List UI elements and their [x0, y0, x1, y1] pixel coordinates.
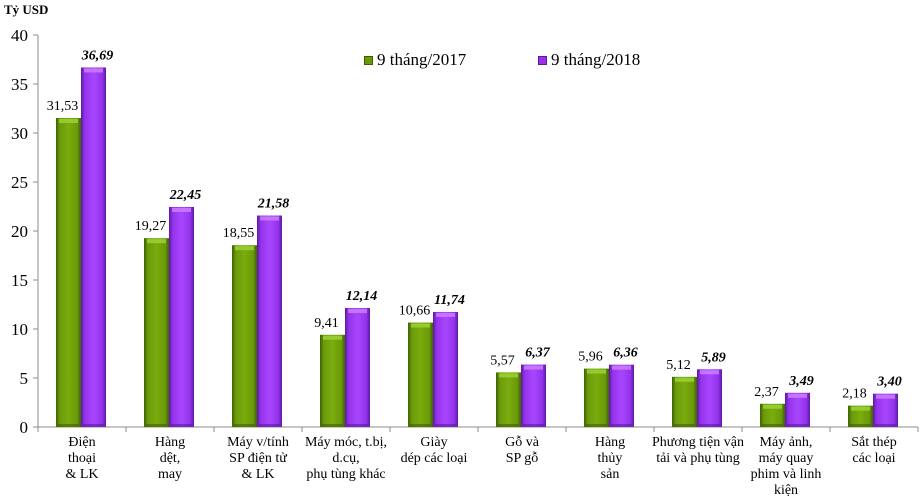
x-category-label: Gỗ và SP gỗ	[505, 435, 540, 466]
x-category-label: Máy v/tính SP điện tử & LK	[227, 435, 289, 482]
data-label: 3,49	[788, 374, 814, 389]
data-label: 11,74	[434, 293, 465, 308]
x-category-label: Máy ảnh, máy quay phim và linh kiện	[751, 435, 822, 498]
legend-item-2017: 9 tháng/2017	[364, 50, 466, 70]
legend-label-2017: 9 tháng/2017	[377, 50, 467, 69]
bar-2017	[232, 245, 257, 427]
data-label: 5,57	[490, 353, 515, 368]
data-label: 2,18	[842, 387, 867, 402]
bar-2018	[697, 369, 722, 427]
y-tick-label: 20	[11, 222, 28, 241]
data-label: 5,96	[578, 350, 603, 365]
data-label: 6,36	[613, 346, 638, 361]
bar-2018	[81, 67, 106, 428]
bar-2018	[257, 215, 282, 427]
bar-2018	[521, 364, 546, 427]
data-label: 22,45	[169, 188, 202, 203]
bar-2018	[609, 364, 634, 427]
bar-2018	[785, 392, 810, 427]
legend-item-2018: 9 tháng/2018	[538, 50, 640, 70]
data-label: 5,89	[701, 350, 726, 365]
data-label: 5,12	[666, 358, 691, 373]
bar-2017	[584, 368, 609, 427]
y-tick-label: 0	[20, 418, 29, 437]
data-label: 19,27	[135, 219, 167, 234]
bar-2017	[760, 403, 785, 427]
data-label: 3,40	[876, 375, 902, 390]
x-category-label: Giày dép các loại	[401, 435, 468, 466]
bar-2017	[848, 405, 873, 427]
bar-2017	[56, 118, 81, 428]
y-tick-label: 30	[11, 124, 28, 143]
y-tick-label: 10	[11, 320, 28, 339]
y-tick-label: 35	[11, 75, 28, 94]
bar-2017	[408, 322, 433, 427]
x-category-label: Phương tiện vận tải và phụ tùng	[652, 435, 744, 466]
bar-2017	[496, 372, 521, 427]
legend-swatch-2018	[538, 55, 547, 65]
bar-2018	[433, 311, 458, 427]
bar-2018	[169, 206, 194, 427]
x-category-label: Máy móc, t.bị, d.cụ, phụ tùng khác	[305, 435, 387, 482]
data-label: 10,66	[399, 304, 431, 319]
bar-2018	[873, 393, 898, 427]
x-category-label: Sắt thép các loại	[851, 435, 897, 466]
data-label: 2,37	[754, 385, 779, 400]
data-label: 9,41	[314, 316, 339, 331]
data-label: 36,69	[81, 48, 114, 63]
y-axis-unit-label: Tỷ USD	[4, 2, 49, 17]
data-label: 21,58	[257, 197, 290, 212]
legend-swatch-2017	[364, 55, 373, 65]
x-category-label: Hàng thủy sản	[595, 435, 625, 482]
data-label: 6,37	[525, 346, 551, 361]
y-tick-label: 15	[11, 271, 28, 290]
bar-2017	[320, 334, 345, 427]
y-tick-label: 40	[11, 26, 28, 45]
bar-2017	[144, 238, 169, 427]
bar-2017	[672, 376, 697, 427]
y-tick-label: 5	[20, 369, 29, 388]
x-category-label: Điện thoại & LK	[65, 435, 98, 482]
y-tick-label: 25	[11, 173, 28, 192]
data-label: 31,53	[47, 99, 79, 114]
data-label: 18,55	[223, 226, 255, 241]
x-category-label: Hàng dệt, may	[155, 435, 185, 482]
data-label: 12,14	[346, 289, 378, 304]
bar-2018	[345, 308, 370, 427]
legend-label-2018: 9 tháng/2018	[551, 50, 641, 69]
